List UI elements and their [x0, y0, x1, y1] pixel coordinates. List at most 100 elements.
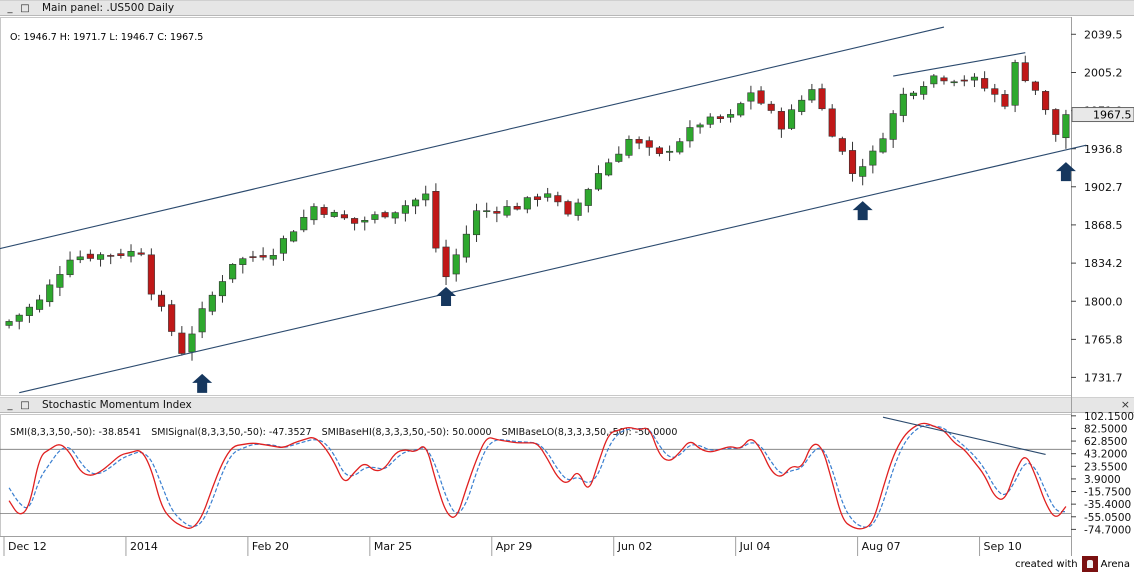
candle-body	[1062, 114, 1070, 139]
candle-body	[351, 218, 359, 224]
indicator-axis-label: -15.7500	[1084, 487, 1131, 499]
time-axis-label: Feb 20	[252, 540, 289, 553]
candle-body	[401, 205, 409, 214]
candle-body	[798, 99, 806, 112]
candle-body	[594, 173, 603, 190]
time-axis-label: Dec 12	[8, 540, 47, 553]
candle-body	[859, 166, 867, 177]
main-panel-title: Main panel: .US500 Daily	[42, 2, 175, 14]
restore-icon[interactable]: □	[20, 2, 30, 14]
price-axis-label: 2039.5	[1084, 28, 1123, 41]
indicator-plot-frame	[0, 414, 1072, 537]
candle-body	[442, 246, 450, 278]
price-axis-label: 2005.2	[1084, 67, 1123, 80]
indicator-axis-label: 82.5000	[1084, 423, 1127, 435]
candle-body	[107, 255, 115, 257]
candle-body	[361, 220, 369, 223]
candle-body	[127, 250, 135, 257]
time-axis-label: Sep 10	[984, 540, 1022, 553]
time-axis-label: Apr 29	[496, 540, 533, 553]
candle-body	[808, 89, 816, 101]
candle-body	[422, 193, 430, 201]
legend-smi-base-hi: SMIBaseHI(8,3,3,3,50,-50): 50.0000	[321, 427, 492, 438]
candle-body	[310, 206, 318, 221]
candle-body	[981, 78, 989, 89]
candle-body	[76, 256, 84, 261]
candle-body	[503, 206, 511, 216]
candle-body	[330, 211, 338, 217]
indicator-legend: SMI(8,3,3,50,-50): -38.8541 SMISignal(8,…	[10, 427, 684, 438]
candle-body	[879, 138, 887, 153]
trendline-resistance	[893, 52, 1026, 77]
main-plot-frame	[0, 17, 1072, 396]
indicator-axis-label: 23.5500	[1084, 461, 1127, 473]
candle-body	[208, 294, 216, 312]
indicator-axis-label: -35.4000	[1084, 499, 1131, 511]
candle-body	[86, 253, 94, 259]
candle-body	[666, 150, 674, 153]
candle-body	[920, 86, 928, 95]
candle-body	[645, 140, 653, 148]
candle-body	[15, 314, 23, 322]
candle-body	[828, 108, 836, 137]
candle-body	[940, 77, 948, 82]
candle-body	[381, 212, 389, 218]
candle-body	[513, 206, 521, 210]
candle-body	[1021, 62, 1029, 82]
candle-body	[1001, 94, 1009, 107]
price-axis-label: 1731.7	[1084, 371, 1123, 384]
candle-body	[544, 193, 552, 198]
candle-body	[66, 259, 74, 276]
candle-body	[960, 79, 968, 82]
candle-body	[1052, 109, 1060, 135]
indicator-axis-label: 102.1500	[1084, 411, 1134, 423]
candle-body	[5, 321, 13, 326]
candle-body	[371, 214, 379, 220]
price-axis-label: 1834.2	[1084, 257, 1123, 270]
candle-body	[696, 124, 704, 128]
candle-body	[279, 238, 288, 254]
smi-divergence-line	[882, 416, 1046, 455]
indicator-axis-label: -74.7000	[1084, 524, 1131, 536]
candle-body	[605, 162, 613, 176]
candle-body	[391, 212, 399, 219]
legend-smi-signal: SMISignal(8,3,3,50,-50): -47.3527	[151, 427, 312, 438]
candle-body	[625, 138, 633, 156]
candle-body	[655, 147, 663, 154]
candle-body	[46, 284, 54, 303]
time-axis-label: Jul 04	[739, 540, 771, 553]
up-arrow-icon	[192, 373, 213, 393]
close-icon[interactable]: ×	[1120, 398, 1130, 411]
candle-body	[25, 306, 33, 316]
legend-smi: SMI(8,3,3,50,-50): -38.8541	[10, 427, 142, 438]
arena-logo-icon	[1081, 556, 1098, 572]
indicator-axis-label: 3.9000	[1084, 474, 1121, 486]
indicator-axis-label: 43.2000	[1084, 449, 1127, 461]
candle-body	[899, 93, 907, 116]
candle-body	[909, 92, 918, 96]
restore-icon[interactable]: □	[20, 399, 30, 411]
minimize-icon[interactable]: _	[7, 399, 13, 411]
candle-body	[787, 109, 796, 129]
ohlc-readout: O: 1946.7 H: 1971.7 L: 1946.7 C: 1967.5	[10, 32, 204, 43]
minimize-icon[interactable]: _	[7, 2, 13, 14]
indicator-axis-label: -55.0500	[1084, 512, 1131, 524]
footer: created with Arena	[1015, 556, 1130, 572]
created-with-text: created with	[1015, 558, 1078, 570]
time-axis-label: Jun 02	[617, 540, 653, 553]
candle-body	[1031, 81, 1039, 91]
candle-body	[188, 333, 196, 353]
candle-body	[412, 199, 420, 207]
price-axis-label: 1936.8	[1084, 143, 1123, 156]
candle-body	[168, 304, 176, 332]
candle-body	[157, 294, 166, 307]
candle-body	[96, 254, 105, 260]
candle-body	[472, 210, 481, 236]
candle-body	[970, 76, 979, 81]
candle-body	[300, 217, 308, 231]
last-price-label: 1967.5	[1093, 109, 1132, 122]
candle-body	[564, 201, 572, 215]
chart-canvas[interactable]: 2039.52005.21971.01936.81902.71868.51834…	[0, 0, 1134, 556]
candle-body	[747, 92, 755, 102]
candle-body	[991, 88, 999, 95]
